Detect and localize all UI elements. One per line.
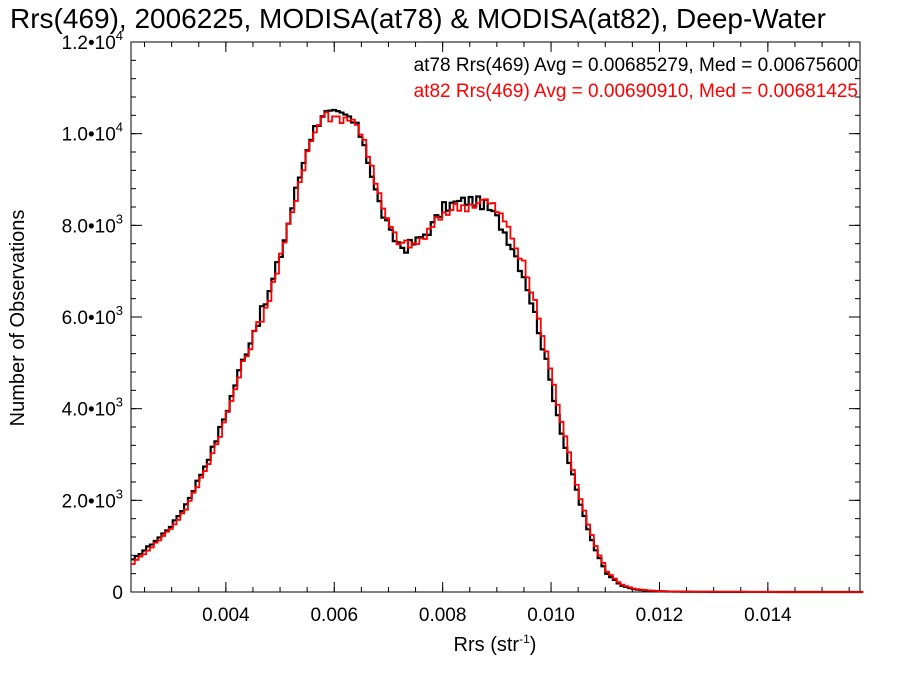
- y-tick-mantissa: 1.2•10: [62, 33, 116, 54]
- y-tick-label: 8.0•103: [62, 211, 123, 237]
- y-tick-label: 1.0•104: [62, 120, 123, 146]
- y-tick-mantissa: 8.0•10: [62, 216, 116, 237]
- axes: 0.004 0.006 0.008 0.010 0.012 0.01402.0•1034.…: [62, 28, 860, 626]
- plot-frame: [131, 42, 860, 592]
- series-lines: [131, 110, 863, 592]
- x-tick-label: 0.004: [202, 605, 250, 626]
- x-tick-label: 0.014: [744, 605, 792, 626]
- x-axis-label-main: Rrs (str: [454, 634, 520, 656]
- chart-title: Rrs(469), 2006225, MODISA(at78) & MODISA…: [10, 3, 826, 34]
- x-tick-label: 0.006: [310, 605, 358, 626]
- series-line-at82: [131, 112, 863, 592]
- y-tick-mantissa: 4.0•10: [62, 400, 116, 421]
- y-tick-label: 0: [112, 583, 123, 604]
- y-tick-exponent: 3: [116, 211, 123, 226]
- y-tick-label: 6.0•103: [62, 303, 123, 329]
- y-tick-exponent: 3: [116, 486, 123, 501]
- y-tick-mantissa: 2.0•10: [62, 491, 116, 512]
- x-axis-label-exponent: -1: [519, 632, 530, 646]
- x-tick-label: 0.010: [527, 605, 575, 626]
- y-tick-mantissa: 6.0•10: [62, 308, 116, 329]
- x-tick-label: 0.008: [419, 605, 467, 626]
- legend-entry-at82: at82 Rrs(469) Avg = 0.00690910, Med = 0.…: [414, 81, 858, 102]
- y-tick-exponent: 4: [116, 120, 123, 135]
- legend-entry-at78: at78 Rrs(469) Avg = 0.00685279, Med = 0.…: [414, 55, 858, 76]
- y-tick-exponent: 4: [116, 28, 123, 43]
- y-tick-mantissa: 0: [112, 583, 123, 604]
- y-axis-label: Number of Observations: [7, 210, 29, 427]
- y-tick-exponent: 3: [116, 303, 123, 318]
- x-axis-label-close: ): [530, 634, 537, 656]
- y-tick-label: 4.0•103: [62, 395, 123, 421]
- y-tick-mantissa: 1.0•10: [62, 125, 116, 146]
- series-line-at78: [131, 110, 863, 592]
- x-tick-label: 0.012: [636, 605, 684, 626]
- y-tick-label: 2.0•103: [62, 486, 123, 512]
- x-axis-label: Rrs (str-1): [454, 632, 537, 656]
- y-tick-exponent: 3: [116, 395, 123, 410]
